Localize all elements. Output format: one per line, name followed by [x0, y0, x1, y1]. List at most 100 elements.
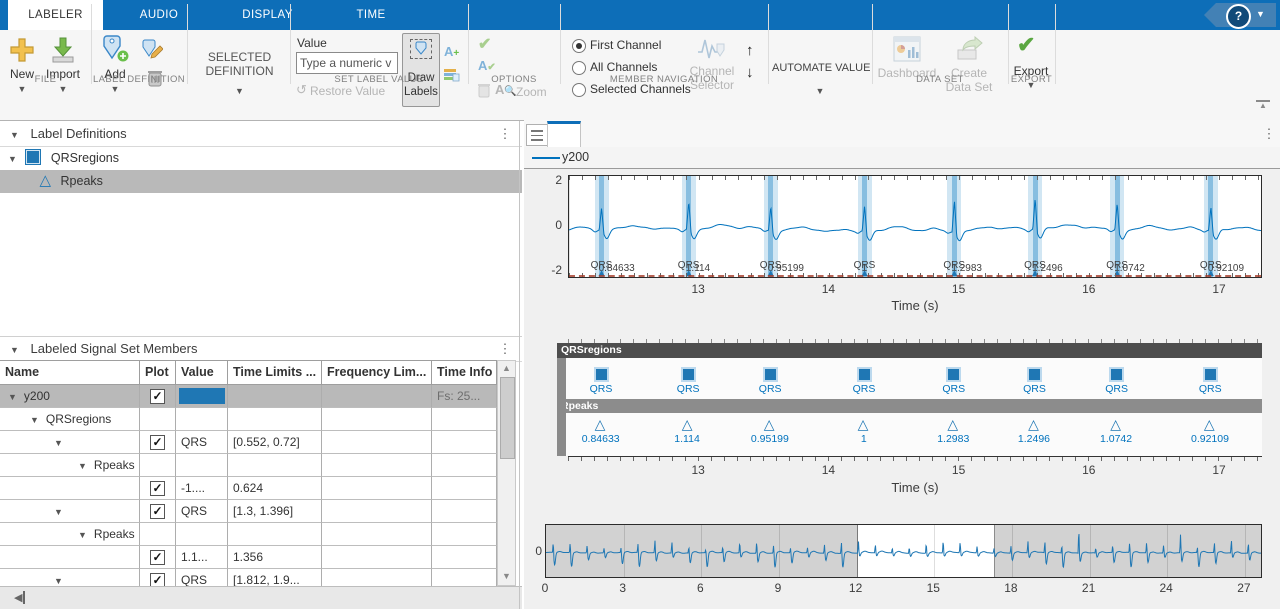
cell-value[interactable]: QRS — [176, 500, 228, 523]
panner-plot[interactable] — [545, 524, 1262, 578]
plot-checkbox[interactable]: ✓ — [150, 389, 165, 404]
cell-frequency-limits[interactable] — [322, 523, 432, 546]
cell-frequency-limits[interactable] — [322, 454, 432, 477]
twisty-icon[interactable]: ▼ — [78, 461, 87, 471]
twisty-icon[interactable]: ▼ — [8, 154, 17, 164]
table-row[interactable]: ▼y200✓Fs: 25... — [0, 385, 497, 408]
column-header-frequency-lim-[interactable]: Frequency Lim... — [322, 361, 432, 385]
display-menu-icon[interactable]: ⋮ — [1262, 126, 1276, 142]
cell-value[interactable]: QRS — [176, 431, 228, 454]
column-header-time-limits-[interactable]: Time Limits ... — [228, 361, 322, 385]
cell-frequency-limits[interactable] — [322, 546, 432, 569]
cell-time-limits[interactable] — [228, 385, 322, 408]
cell-time-limits[interactable] — [228, 454, 322, 477]
cell-time-limits[interactable]: 0.624 — [228, 477, 322, 500]
cell-value[interactable] — [176, 408, 228, 431]
rpeak-marker[interactable]: △ — [947, 417, 958, 431]
scroll-down-icon[interactable]: ▼ — [498, 571, 515, 581]
rpeak-marker[interactable]: △ — [858, 417, 869, 431]
cell-value[interactable]: 1.1... — [176, 546, 228, 569]
legend-label[interactable]: y200 — [562, 150, 589, 164]
main-signal-plot[interactable]: QRS0.84633▲QRS1.114▲QRS0.95199▲QRS1▲QRS1… — [568, 175, 1262, 278]
members-menu-icon[interactable]: ⋮ — [498, 337, 512, 361]
cell-time-limits[interactable] — [228, 408, 322, 431]
twisty-icon[interactable]: ▼ — [78, 530, 87, 540]
plot-checkbox[interactable]: ✓ — [150, 504, 165, 519]
cell-time-limits[interactable]: [1.3, 1.396] — [228, 500, 322, 523]
rpeaks-strip-header[interactable]: Rpeaks — [557, 399, 1262, 414]
radio-all-channels[interactable] — [572, 61, 586, 75]
tab-display[interactable]: DISPLAY — [215, 0, 320, 30]
cell-time-limits[interactable]: 1.356 — [228, 546, 322, 569]
collapse-ribbon-icon[interactable]: ▲ — [1256, 100, 1270, 112]
twisty-icon[interactable]: ▼ — [54, 438, 63, 448]
rpeak-marker[interactable]: △ — [1110, 417, 1121, 431]
table-scrollbar[interactable]: ▲ ▼ — [497, 360, 516, 586]
collapse-arrow-icon[interactable]: ▼ — [10, 345, 19, 355]
rpeak-marker[interactable]: △ — [764, 417, 775, 431]
column-header-plot[interactable]: Plot — [140, 361, 176, 385]
selected-definition-caret[interactable]: ▼ — [192, 86, 287, 96]
draw-labels-button[interactable]: Draw Labels — [402, 33, 440, 107]
cell-frequency-limits[interactable] — [322, 477, 432, 500]
strip-collapse-bar[interactable] — [557, 358, 566, 456]
qrs-region-marker[interactable] — [594, 367, 609, 382]
automate-value-caret[interactable]: ▼ — [772, 86, 868, 96]
radio-all-channels-label[interactable]: All Channels — [590, 60, 657, 74]
selected-definition-button-line2[interactable]: DEFINITION — [192, 64, 287, 78]
rpeak-marker[interactable]: △ — [1204, 417, 1215, 431]
label-definitions-menu-icon[interactable]: ⋮ — [498, 121, 512, 146]
qrs-region-marker[interactable] — [946, 367, 961, 382]
cell-value[interactable] — [176, 523, 228, 546]
collapse-arrow-icon[interactable]: ▼ — [10, 130, 19, 140]
accept-icon[interactable]: ✔ — [478, 34, 491, 54]
cell-frequency-limits[interactable] — [322, 385, 432, 408]
plot-checkbox[interactable]: ✓ — [150, 435, 165, 450]
scrollbar-thumb[interactable] — [500, 377, 515, 459]
cell-value[interactable] — [176, 454, 228, 477]
twisty-icon[interactable]: ▼ — [30, 415, 39, 425]
rpeak-marker[interactable]: △ — [595, 417, 606, 431]
qrs-region-marker[interactable] — [857, 367, 872, 382]
cell-frequency-limits[interactable] — [322, 500, 432, 523]
column-header-value[interactable]: Value — [176, 361, 228, 385]
panel-divider[interactable] — [519, 121, 520, 609]
qrs-region-marker[interactable] — [1203, 367, 1218, 382]
rpeak-marker[interactable]: △ — [682, 417, 693, 431]
definition-item-qrsregions[interactable]: ▼ QRSregions — [0, 147, 522, 170]
twisty-icon[interactable]: ▼ — [54, 576, 63, 586]
qrs-region-marker[interactable] — [681, 367, 696, 382]
table-row[interactable]: ▼Rpeaks — [0, 454, 497, 477]
twisty-icon[interactable]: ▼ — [8, 392, 17, 402]
collapse-panel-icon[interactable]: ◀ — [14, 591, 25, 604]
restore-value-button[interactable]: Restore Value — [310, 84, 385, 98]
table-row[interactable]: ▼QRSregions — [0, 408, 497, 431]
scroll-up-icon[interactable]: ▲ — [498, 363, 515, 373]
column-header-name[interactable]: Name — [0, 361, 140, 385]
table-row[interactable]: ✓1.1...1.356 — [0, 546, 497, 569]
label-text-check-icon[interactable]: A✔ — [478, 58, 496, 73]
radio-first-channel-label[interactable]: First Channel — [590, 38, 661, 52]
help-button[interactable]: ? — [1226, 4, 1251, 29]
label-text-add-icon[interactable]: A+ — [444, 44, 459, 59]
qrs-region-marker[interactable] — [1109, 367, 1124, 382]
tab-labeler[interactable]: LABELER — [8, 0, 103, 30]
qrs-region-marker[interactable] — [1027, 367, 1042, 382]
edit-definition-icon[interactable] — [141, 38, 163, 60]
cell-value[interactable] — [176, 385, 228, 408]
rpeak-marker[interactable]: △ — [1028, 417, 1039, 431]
plot-checkbox[interactable]: ✓ — [150, 481, 165, 496]
tab-audio[interactable]: AUDIO — [103, 0, 215, 30]
previous-member-arrow-icon[interactable]: ↑ — [746, 42, 754, 59]
table-row[interactable]: ▼ ✓ QRS[1.3, 1.396] — [0, 500, 497, 523]
cell-time-limits[interactable]: [0.552, 0.72] — [228, 431, 322, 454]
cell-frequency-limits[interactable] — [322, 431, 432, 454]
qrs-region-marker[interactable] — [763, 367, 778, 382]
tab-time[interactable]: TIME — [320, 0, 422, 30]
qrsregions-strip-header[interactable]: QRSregions — [557, 343, 1262, 358]
definition-item-rpeaks[interactable]: △ Rpeaks — [0, 170, 522, 193]
cell-time-limits[interactable] — [228, 523, 322, 546]
table-row[interactable]: ▼ ✓ QRS[0.552, 0.72] — [0, 431, 497, 454]
twisty-icon[interactable]: ▼ — [54, 507, 63, 517]
help-dropdown-caret[interactable]: ▼ — [1256, 9, 1265, 19]
